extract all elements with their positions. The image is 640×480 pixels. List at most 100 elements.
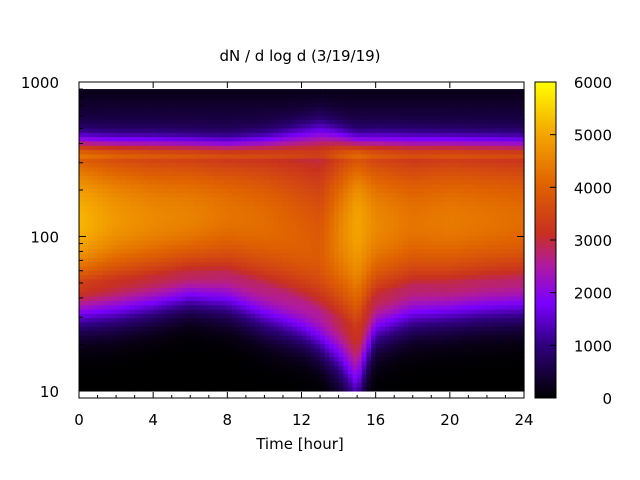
heatmap-cell [162,123,168,129]
heatmap-cell [180,334,187,340]
heatmap-cell [352,158,358,163]
heatmap-cell [287,274,293,280]
heatmap-cell [79,265,85,271]
heatmap-cell [338,140,344,146]
heatmap-cell [315,149,321,155]
heatmap-cell [116,386,122,392]
heatmap-cell [222,123,228,129]
heatmap-cell [176,166,182,172]
heatmap-cell [403,102,409,107]
heatmap-cell [269,309,275,314]
heatmap-cell [176,283,182,289]
heatmap-cell [111,106,117,112]
heatmap-cell [403,166,409,172]
heatmap-cell [190,171,196,176]
heatmap-cell [116,321,122,327]
heatmap-cell [366,300,372,306]
heatmap-cell [259,330,266,336]
heatmap-cell [310,330,317,336]
heatmap-cell [162,183,168,189]
heatmap-cell [347,196,354,202]
heatmap-cell [167,377,173,383]
heatmap-cell [143,179,150,185]
heatmap-cell [125,377,131,383]
heatmap-cell [176,171,182,176]
heatmap-cell [310,257,317,263]
heatmap-cell [306,145,312,151]
heatmap-cell [148,296,154,301]
heatmap-cell [366,166,372,172]
heatmap-cell [111,369,117,375]
heatmap-cell [333,123,340,129]
heatmap-cell [282,365,289,370]
heatmap-cell [102,114,108,120]
heatmap-cell [213,171,219,176]
heatmap-cell [343,386,349,392]
heatmap-cell [213,231,219,237]
heatmap-cell [296,145,303,151]
heatmap-cell [306,240,312,245]
heatmap-cell [157,373,164,379]
heatmap-cell [106,339,113,345]
heatmap-cell [287,326,293,332]
heatmap-cell [259,209,266,215]
heatmap-cell [231,265,238,271]
heatmap-cell [162,360,168,366]
heatmap-cell [231,162,238,168]
heatmap-cell [380,300,386,306]
heatmap-cell [171,214,177,220]
heatmap-cell [352,183,358,189]
heatmap-cell [194,343,201,349]
heatmap-cell [333,291,340,297]
heatmap-cell [167,321,173,327]
heatmap-cell [403,132,409,138]
heatmap-cell [245,377,252,383]
heatmap-cell [79,102,85,107]
heatmap-cell [329,222,335,228]
heatmap-cell [343,158,349,163]
heatmap-cell [324,110,330,116]
heatmap-cell [282,278,289,284]
heatmap-cell [301,149,307,155]
heatmap-cell [389,309,395,314]
heatmap-cell [227,270,233,276]
heatmap-cell [282,287,289,293]
heatmap-cell [227,136,233,142]
heatmap-cell [375,145,381,151]
heatmap-cell [190,313,196,319]
heatmap-cell [371,123,377,129]
heatmap-cell [250,235,256,241]
heatmap-cell [199,114,205,120]
heatmap-cell [324,171,330,176]
heatmap-cell [282,339,289,345]
heatmap-cell [227,240,233,245]
heatmap-cell [167,274,173,280]
heatmap-cell [292,382,298,388]
heatmap-cell [384,300,391,306]
heatmap-cell [190,162,196,168]
heatmap-cell [116,119,122,125]
heatmap-cell [231,158,238,163]
heatmap-cell [204,205,210,211]
heatmap-cell [324,321,330,327]
heatmap-cell [88,352,94,358]
heatmap-cell [301,347,307,353]
heatmap-cell [269,382,275,388]
heatmap-cell [157,313,164,319]
heatmap-cell [287,214,293,220]
heatmap-cell [301,209,307,215]
heatmap-cell [361,300,367,306]
heatmap-cell [357,209,363,215]
heatmap-cell [347,300,354,306]
heatmap-cell [106,330,113,336]
heatmap-cell [371,252,377,258]
heatmap-cell [357,261,363,267]
heatmap-cell [153,201,159,207]
heatmap-cell [139,386,145,392]
heatmap-cell [333,205,340,211]
heatmap-cell [125,175,131,181]
heatmap-cell [264,227,270,232]
heatmap-cell [338,265,344,271]
heatmap-cell [162,274,168,280]
heatmap-cell [352,352,358,358]
